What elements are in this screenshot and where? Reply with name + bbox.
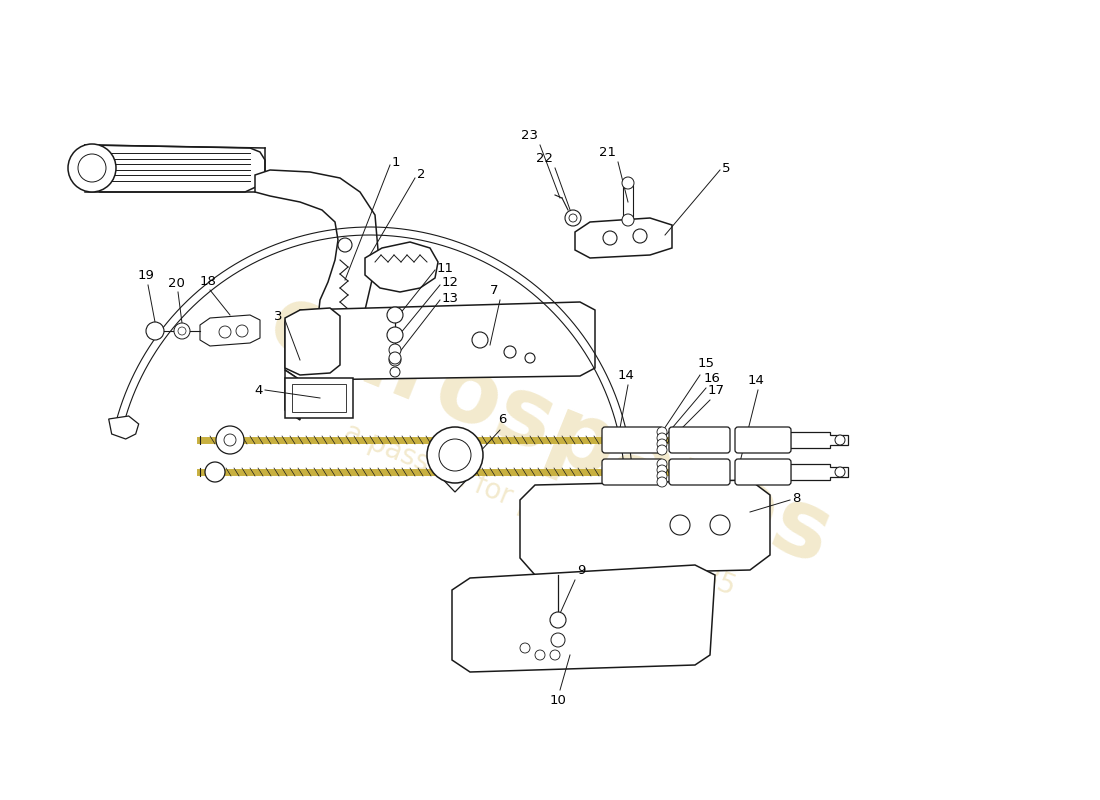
Circle shape: [439, 439, 471, 471]
Text: 14: 14: [617, 369, 635, 382]
FancyBboxPatch shape: [669, 459, 730, 485]
Circle shape: [621, 177, 634, 189]
Circle shape: [178, 327, 186, 335]
Polygon shape: [285, 302, 595, 380]
Circle shape: [565, 210, 581, 226]
Circle shape: [236, 325, 248, 337]
Circle shape: [710, 515, 730, 535]
Text: 10: 10: [550, 694, 566, 707]
Circle shape: [78, 154, 106, 182]
Text: 7: 7: [490, 284, 498, 297]
Circle shape: [68, 144, 116, 192]
Text: 11: 11: [437, 262, 454, 274]
Text: 18: 18: [199, 275, 217, 288]
Text: 17: 17: [708, 384, 725, 397]
Circle shape: [146, 322, 164, 340]
Polygon shape: [452, 565, 715, 672]
FancyBboxPatch shape: [735, 459, 791, 485]
Text: 6: 6: [498, 413, 506, 426]
Text: 12: 12: [442, 277, 459, 290]
Text: 14: 14: [748, 374, 764, 387]
Circle shape: [835, 467, 845, 477]
Circle shape: [387, 307, 403, 323]
Text: 22: 22: [536, 152, 553, 165]
Circle shape: [520, 643, 530, 653]
FancyBboxPatch shape: [602, 427, 663, 453]
Text: 19: 19: [138, 269, 154, 282]
Circle shape: [657, 445, 667, 455]
Circle shape: [525, 353, 535, 363]
FancyBboxPatch shape: [735, 427, 791, 453]
FancyBboxPatch shape: [623, 185, 632, 220]
Circle shape: [657, 427, 667, 437]
Polygon shape: [200, 315, 260, 346]
Text: 23: 23: [521, 129, 538, 142]
FancyBboxPatch shape: [669, 427, 730, 453]
Polygon shape: [790, 432, 848, 448]
Circle shape: [504, 346, 516, 358]
Circle shape: [657, 439, 667, 449]
Text: 4: 4: [254, 383, 263, 397]
Circle shape: [219, 326, 231, 338]
FancyBboxPatch shape: [602, 459, 663, 485]
Circle shape: [338, 238, 352, 252]
Circle shape: [550, 612, 566, 628]
Polygon shape: [430, 455, 480, 492]
Circle shape: [174, 323, 190, 339]
Text: 1: 1: [392, 155, 400, 169]
Polygon shape: [365, 242, 438, 292]
Circle shape: [632, 229, 647, 243]
Circle shape: [550, 650, 560, 660]
Circle shape: [670, 515, 690, 535]
Polygon shape: [285, 370, 300, 420]
Circle shape: [657, 477, 667, 487]
Polygon shape: [575, 218, 672, 258]
Circle shape: [387, 327, 403, 343]
Circle shape: [427, 427, 483, 483]
Text: 9: 9: [578, 564, 585, 577]
Polygon shape: [790, 464, 848, 480]
Circle shape: [657, 459, 667, 469]
Circle shape: [657, 433, 667, 443]
Text: 3: 3: [274, 310, 282, 323]
Text: 2: 2: [417, 169, 426, 182]
Text: 20: 20: [167, 277, 185, 290]
Circle shape: [535, 650, 544, 660]
Text: eurospares: eurospares: [256, 275, 844, 585]
Text: 13: 13: [442, 291, 459, 305]
Polygon shape: [85, 145, 265, 192]
Circle shape: [569, 214, 578, 222]
Circle shape: [216, 426, 244, 454]
Circle shape: [657, 465, 667, 475]
Polygon shape: [285, 308, 340, 375]
Circle shape: [205, 462, 225, 482]
Circle shape: [835, 435, 845, 445]
Text: 8: 8: [792, 491, 801, 505]
Text: 21: 21: [600, 146, 616, 159]
Circle shape: [389, 354, 402, 366]
Polygon shape: [255, 170, 378, 340]
Text: 16: 16: [704, 372, 720, 385]
Text: 5: 5: [722, 162, 730, 174]
Circle shape: [603, 231, 617, 245]
Polygon shape: [109, 416, 139, 439]
Circle shape: [389, 344, 402, 356]
FancyBboxPatch shape: [285, 378, 353, 418]
Circle shape: [551, 633, 565, 647]
Circle shape: [389, 352, 402, 364]
Circle shape: [657, 471, 667, 481]
Text: a passion for parts since 1985: a passion for parts since 1985: [340, 418, 740, 602]
Circle shape: [621, 214, 634, 226]
Text: 15: 15: [698, 357, 715, 370]
Circle shape: [390, 367, 400, 377]
Circle shape: [224, 434, 236, 446]
Circle shape: [472, 332, 488, 348]
Polygon shape: [520, 480, 770, 575]
FancyBboxPatch shape: [292, 384, 346, 412]
